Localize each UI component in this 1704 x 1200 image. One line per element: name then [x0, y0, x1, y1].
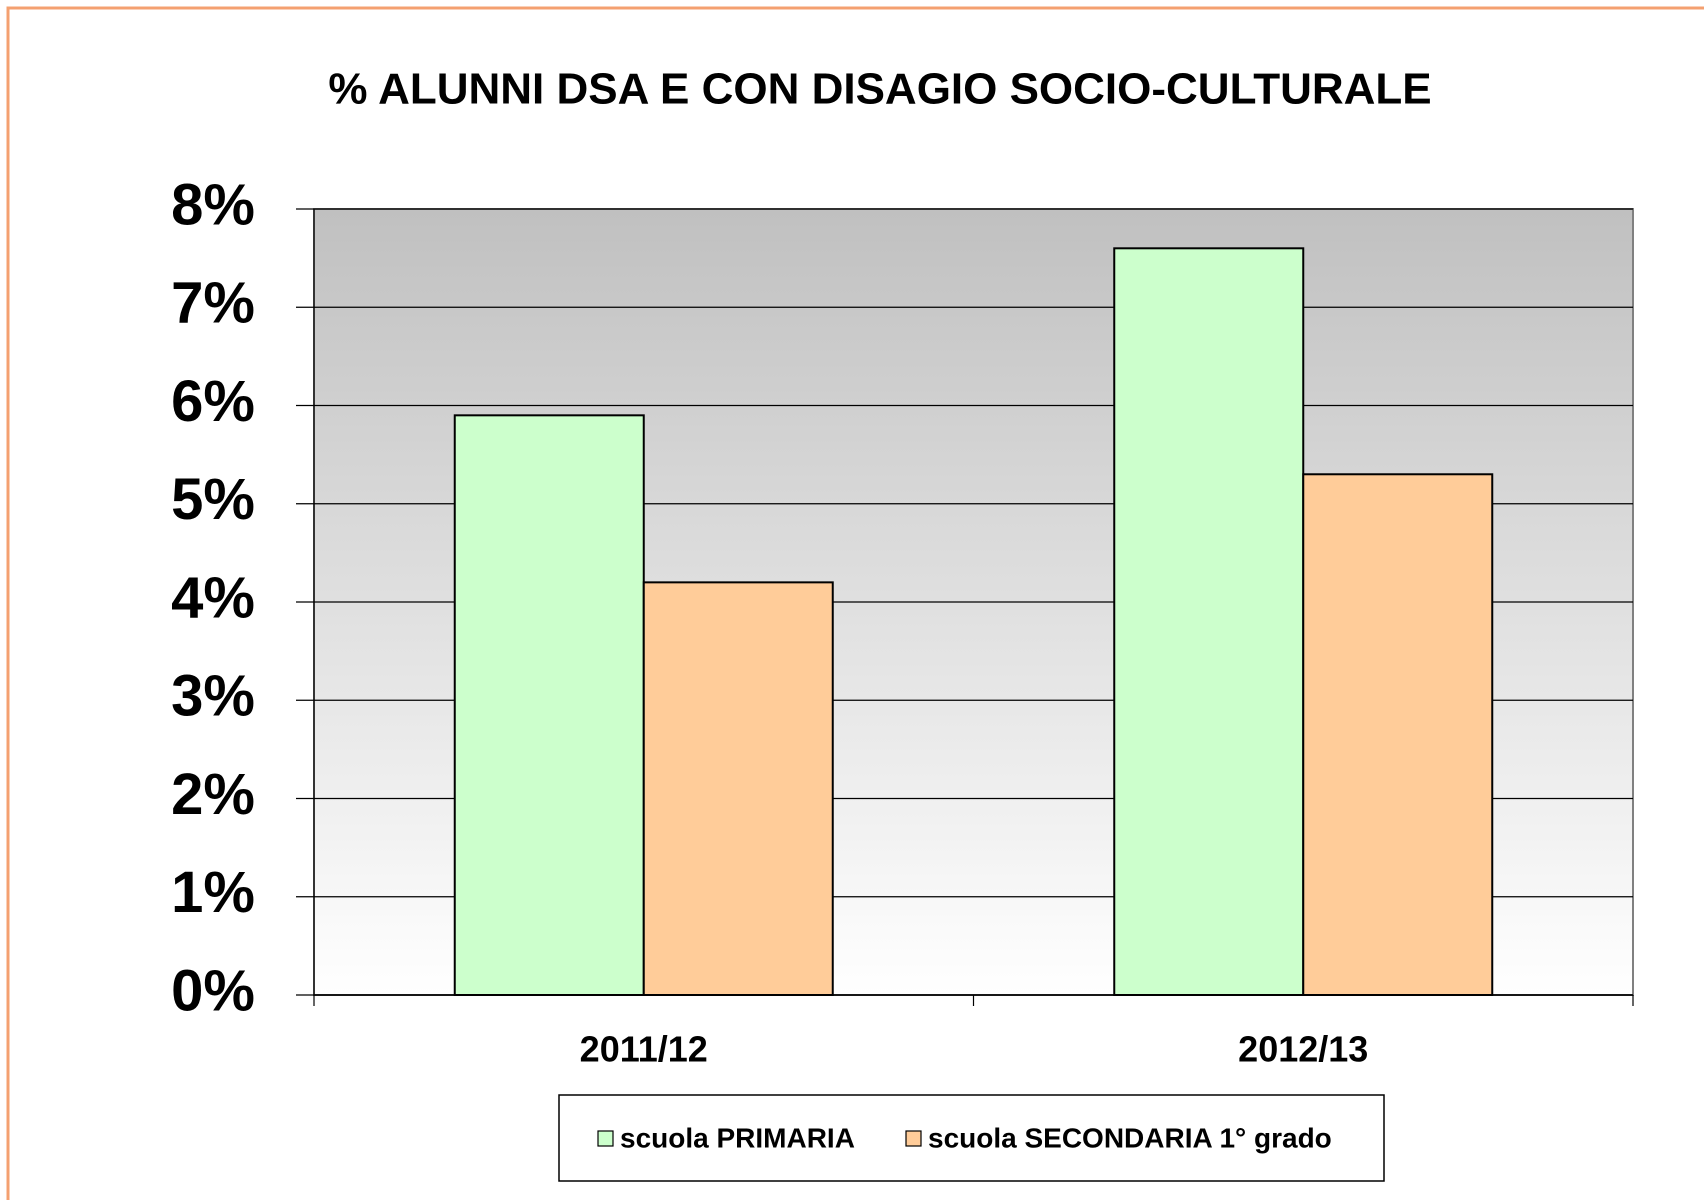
x-tick-label: 2011/12 — [580, 1029, 708, 1070]
bar — [453, 414, 645, 996]
y-tick-label: 1% — [171, 860, 255, 925]
legend-label: scuola PRIMARIA — [620, 1122, 855, 1153]
legend-swatch — [597, 1130, 614, 1147]
legend-swatch — [905, 1130, 922, 1147]
y-tick-label: 3% — [171, 664, 255, 729]
y-tick-label: 4% — [171, 565, 255, 630]
y-tick-label: 5% — [171, 467, 255, 532]
bar — [1113, 247, 1305, 997]
frame — [6, 6, 1704, 1200]
legend-label: scuola SECONDARIA 1° grado — [928, 1122, 1332, 1153]
bar — [1302, 473, 1494, 996]
legend — [558, 1094, 1385, 1182]
y-tick-label: 0% — [171, 958, 255, 1023]
x-tick-label: 2012/13 — [1238, 1029, 1368, 1070]
y-tick-label: 7% — [171, 271, 255, 336]
bar — [642, 581, 834, 996]
y-tick-label: 2% — [171, 762, 255, 827]
y-tick-label: 8% — [171, 172, 255, 237]
y-tick-label: 6% — [171, 369, 255, 434]
chart-title: % ALUNNI DSA E CON DISAGIO SOCIO-CULTURA… — [328, 65, 1431, 114]
